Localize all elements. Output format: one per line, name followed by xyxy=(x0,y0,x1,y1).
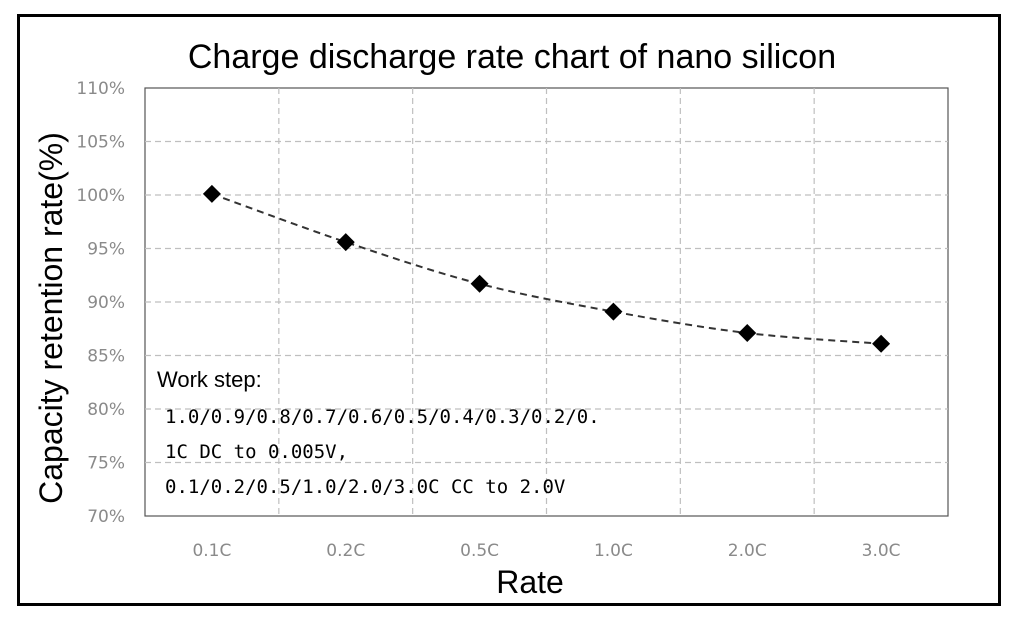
data-point-marker xyxy=(738,324,757,343)
y-tick-label: 95% xyxy=(87,240,125,260)
series-line xyxy=(211,192,882,345)
data-point-marker xyxy=(470,274,489,293)
x-tick-label: 0.2C xyxy=(326,541,365,561)
data-point-marker xyxy=(202,184,221,203)
note-line-1: 1.0/0.9/0.8/0.7/0.6/0.5/0.4/0.3/0.2/0. xyxy=(165,406,600,428)
data-point-marker xyxy=(604,302,623,321)
work-step-note: Work step: 1.0/0.9/0.8/0.7/0.6/0.5/0.4/0… xyxy=(157,367,600,498)
y-tick-label: 80% xyxy=(87,400,125,420)
note-line-3: 0.1/0.2/0.5/1.0/2.0/3.0C CC to 2.0V xyxy=(165,476,565,498)
y-tick-label: 110% xyxy=(76,79,125,99)
y-tick-label: 75% xyxy=(87,454,125,474)
y-tick-label: 85% xyxy=(87,347,125,367)
y-tick-label: 105% xyxy=(76,133,125,153)
data-point-marker xyxy=(872,334,891,353)
x-tick-label: 1.0C xyxy=(594,541,633,561)
y-tick-label: 70% xyxy=(87,507,125,527)
series-markers xyxy=(202,184,891,353)
x-tick-labels: 0.1C 0.2C 0.5C 1.0C 2.0C 3.0C xyxy=(192,541,900,561)
grid xyxy=(145,88,948,516)
x-tick-label: 3.0C xyxy=(862,541,901,561)
y-tick-label: 100% xyxy=(76,186,125,206)
note-line-2: 1C DC to 0.005V, xyxy=(165,441,348,463)
x-tick-label: 2.0C xyxy=(728,541,767,561)
x-axis-title: Rate xyxy=(496,564,564,600)
y-axis-title: Capacity retention rate(%) xyxy=(33,132,69,504)
x-tick-label: 0.1C xyxy=(192,541,231,561)
y-tick-label: 90% xyxy=(87,293,125,313)
x-tick-label: 0.5C xyxy=(460,541,499,561)
y-tick-labels: 70% 75% 80% 85% 90% 95% 100% 105% 110% xyxy=(76,79,125,527)
chart-title: Charge discharge rate chart of nano sili… xyxy=(188,38,836,76)
note-heading: Work step: xyxy=(157,367,262,392)
data-point-marker xyxy=(336,233,355,252)
